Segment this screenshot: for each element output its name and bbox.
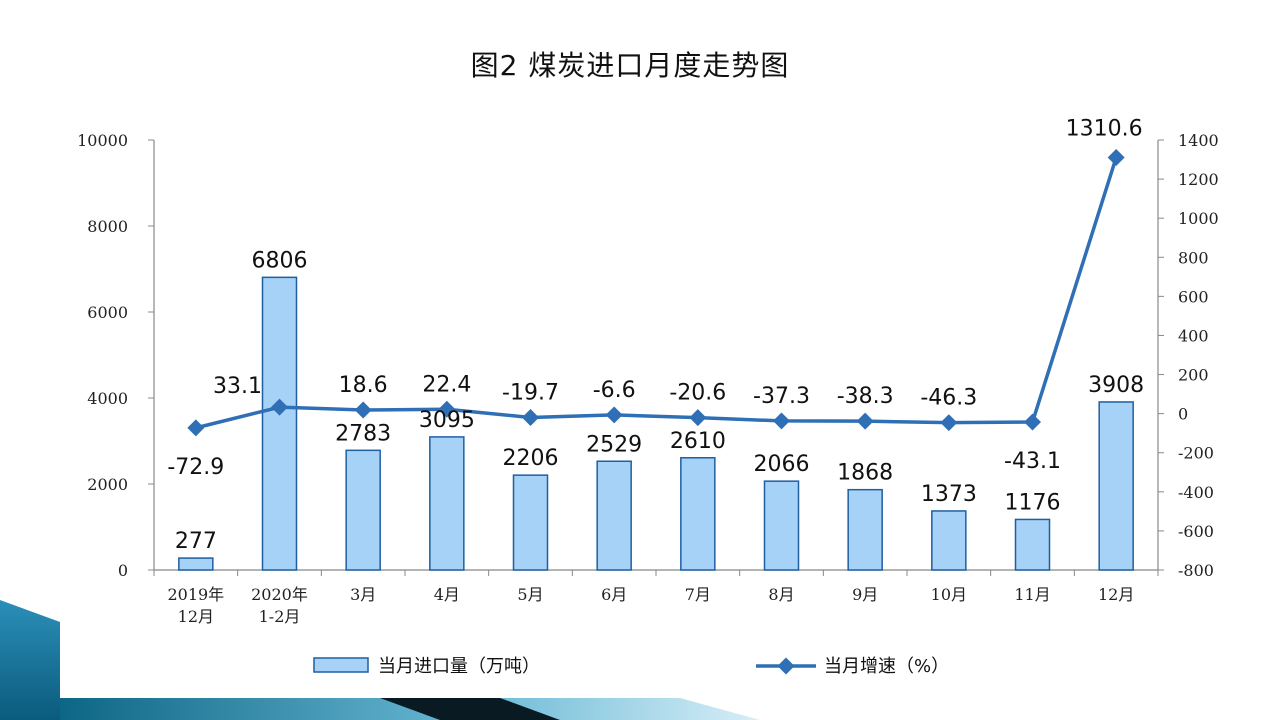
corner-stripe-dark — [380, 698, 560, 720]
legend-line-marker — [777, 657, 795, 675]
x-tick-label: 4月 — [434, 585, 460, 604]
bar — [680, 457, 716, 571]
y-right-tick-label: 1200 — [1178, 170, 1219, 189]
y-right-tick-label: 800 — [1178, 248, 1209, 267]
x-tick-label: 5月 — [517, 585, 543, 604]
legend: 当月进口量（万吨） 当月增速（%） — [313, 656, 949, 677]
growth-value-label: -38.3 — [837, 384, 894, 409]
bar-value-label: 2529 — [586, 432, 642, 457]
bar — [345, 449, 381, 571]
bar — [261, 276, 298, 571]
legend-bar-label: 当月进口量（万吨） — [378, 656, 540, 677]
y-right-tick-label: 0 — [1178, 405, 1188, 424]
bar — [847, 488, 883, 571]
bar-value-label: 1176 — [1005, 490, 1061, 515]
y-right-tick-label: -400 — [1178, 483, 1214, 502]
bar — [512, 474, 549, 571]
bar-value-label: 1868 — [837, 461, 893, 486]
bar — [596, 460, 632, 571]
x-tick-label: 7月 — [685, 585, 711, 604]
y-right-tick-label: 200 — [1178, 366, 1209, 385]
growth-value-label: 1310.6 — [1066, 116, 1143, 141]
bar-value-label: 277 — [175, 529, 217, 554]
bar — [1014, 518, 1051, 571]
y-right-tick-label: 600 — [1178, 287, 1209, 306]
corner-stripe-left — [0, 600, 60, 720]
legend-line-label: 当月增速（%） — [824, 656, 949, 677]
bar — [429, 436, 465, 571]
growth-value-label: -6.6 — [593, 378, 636, 403]
bar-value-label: 2783 — [335, 421, 391, 446]
y-right-tick-label: -600 — [1178, 522, 1214, 541]
bars — [178, 276, 1134, 571]
bar-value-label: 3908 — [1088, 373, 1144, 398]
chart-title: 图2 煤炭进口月度走势图 — [470, 49, 790, 82]
x-tick-label: 2019年 — [167, 585, 224, 604]
bar — [1098, 401, 1134, 571]
y-left-tick-label: 4000 — [87, 389, 128, 408]
growth-value-label: 22.4 — [422, 372, 471, 397]
data-labels: 277 6806 2783 3095 2206 2529 2610 2066 1868 1373 1… — [167, 116, 1144, 554]
growth-point — [605, 406, 623, 424]
y-left-tick-label: 0 — [118, 561, 128, 580]
growth-line-path — [195, 156, 1118, 430]
axes: 0 2000 4000 6000 8000 10000 -800 -600 -400 -200 0 2… — [77, 131, 1219, 626]
x-tick-label: 12月 — [1098, 585, 1134, 604]
bar-value-label: 2610 — [670, 429, 726, 454]
x-tick-label: 9月 — [852, 585, 878, 604]
y-right-tick-label: -800 — [1178, 561, 1214, 580]
growth-point — [438, 400, 456, 418]
growth-point — [773, 412, 790, 430]
bar-value-label: 3095 — [419, 408, 475, 433]
x-tick-label: 8月 — [768, 585, 794, 604]
y-right-tick-label: 1400 — [1178, 131, 1219, 150]
x-tick-label: 1-2月 — [259, 607, 301, 626]
growth-value-label: 18.6 — [339, 373, 388, 398]
bar-value-label: 1373 — [921, 482, 977, 507]
growth-point — [522, 409, 539, 426]
bar-value-label: 6806 — [252, 248, 308, 273]
growth-value-label: -72.9 — [167, 455, 224, 480]
x-tick-label: 6月 — [601, 585, 627, 604]
y-right-tick-label: 400 — [1178, 326, 1209, 345]
growth-value-label: -37.3 — [753, 384, 810, 409]
x-tick-label: 12月 — [178, 607, 214, 626]
growth-value-label: -19.7 — [502, 380, 559, 405]
bar — [931, 510, 967, 571]
x-tick-label: 3月 — [350, 585, 376, 604]
growth-value-label: -20.6 — [669, 381, 726, 406]
y-right-tick-label: -200 — [1178, 444, 1214, 463]
bar-value-label: 2066 — [754, 452, 810, 477]
bar — [763, 480, 800, 571]
growth-value-label: -46.3 — [920, 386, 977, 411]
growth-point — [354, 401, 372, 419]
x-tick-label: 2020年 — [251, 585, 308, 604]
growth-point — [187, 419, 205, 437]
growth-value-label: -43.1 — [1004, 449, 1061, 474]
y-left-tick-label: 8000 — [87, 217, 128, 236]
growth-line — [187, 148, 1125, 437]
growth-value-label: 33.1 — [213, 374, 262, 399]
bar — [178, 557, 214, 571]
y-left-tick-label: 10000 — [77, 131, 128, 150]
growth-point — [1024, 413, 1041, 431]
bar-value-label: 2206 — [503, 446, 559, 471]
y-left-tick-label: 2000 — [87, 475, 128, 494]
growth-point — [271, 398, 288, 416]
y-left-tick-label: 6000 — [87, 303, 128, 322]
x-tick-label: 10月 — [931, 585, 967, 604]
growth-point — [940, 414, 958, 432]
growth-point — [689, 409, 707, 427]
legend-bar-swatch — [313, 657, 369, 673]
x-tick-label: 11月 — [1014, 585, 1050, 604]
growth-point — [856, 412, 874, 430]
y-right-tick-label: 1000 — [1178, 209, 1219, 228]
growth-point — [1107, 148, 1125, 166]
